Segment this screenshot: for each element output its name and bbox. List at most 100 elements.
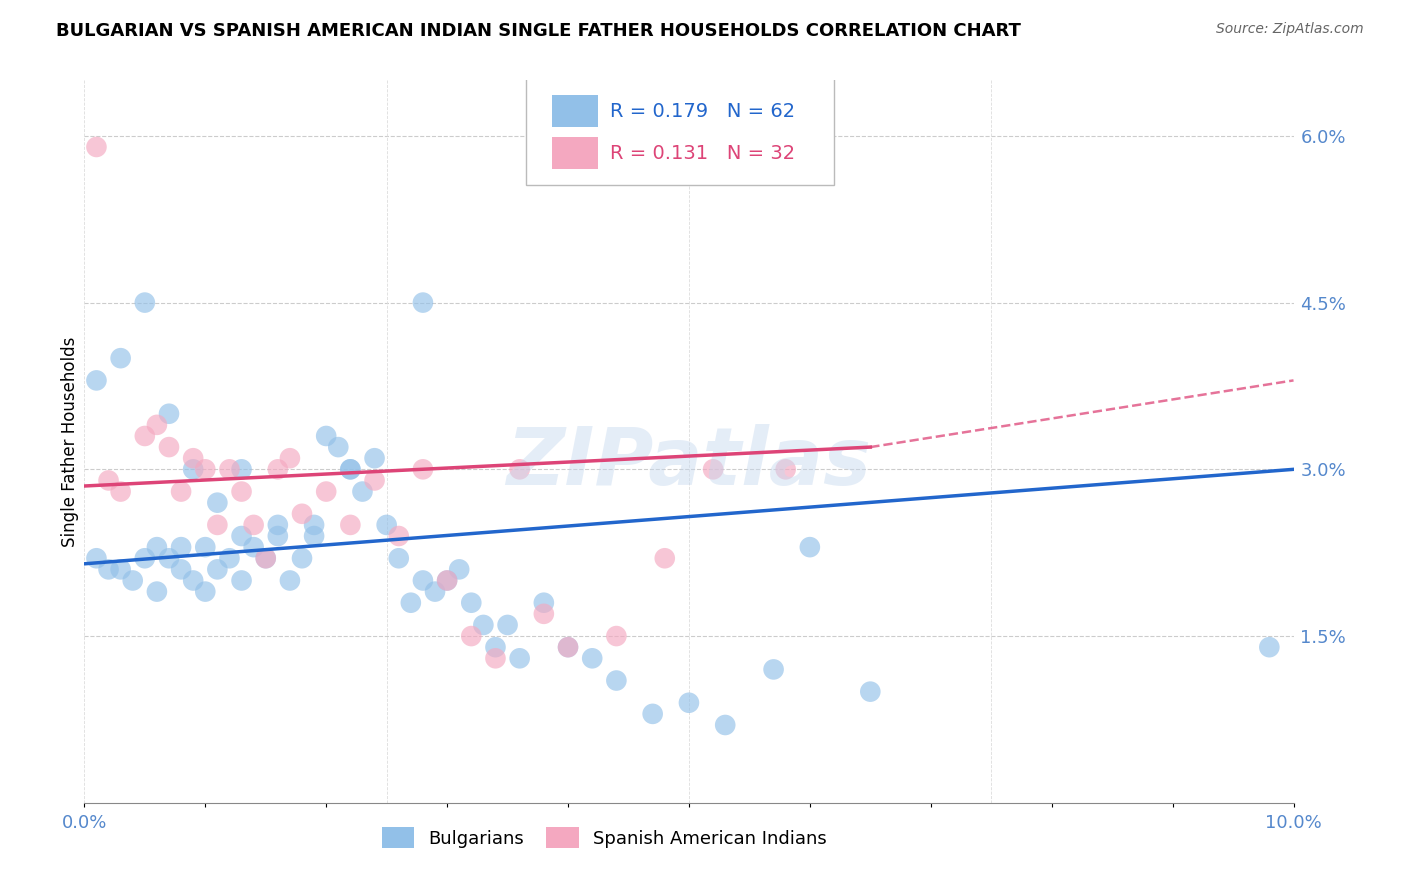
Point	[496, 618, 519, 632]
Point	[509, 462, 531, 476]
FancyBboxPatch shape	[526, 78, 834, 185]
Point	[194, 462, 217, 476]
Bar	[553, 137, 599, 169]
Point	[605, 673, 627, 688]
Point	[762, 662, 785, 676]
Point	[170, 540, 193, 554]
Point	[388, 529, 411, 543]
Point	[97, 474, 120, 488]
Point	[170, 484, 193, 499]
Point	[581, 651, 603, 665]
Point	[605, 629, 627, 643]
Point	[484, 640, 506, 655]
Point	[423, 584, 446, 599]
Bar	[553, 95, 599, 128]
Point	[291, 551, 314, 566]
Point	[207, 562, 229, 576]
Point	[86, 551, 108, 566]
Point	[170, 562, 193, 576]
Point	[399, 596, 422, 610]
Point	[231, 484, 253, 499]
Point	[134, 429, 156, 443]
Point	[207, 517, 229, 532]
Point	[267, 517, 290, 532]
Point	[267, 462, 290, 476]
Point	[352, 484, 374, 499]
Text: Source: ZipAtlas.com: Source: ZipAtlas.com	[1216, 22, 1364, 37]
Point	[302, 517, 325, 532]
Text: BULGARIAN VS SPANISH AMERICAN INDIAN SINGLE FATHER HOUSEHOLDS CORRELATION CHART: BULGARIAN VS SPANISH AMERICAN INDIAN SIN…	[56, 22, 1021, 40]
Point	[278, 574, 301, 588]
Point	[97, 562, 120, 576]
Point	[181, 462, 204, 476]
Point	[412, 574, 434, 588]
Point	[859, 684, 882, 698]
Point	[181, 574, 204, 588]
Point	[110, 562, 132, 576]
Point	[231, 462, 253, 476]
Point	[157, 407, 180, 421]
Point	[714, 718, 737, 732]
Point	[146, 584, 169, 599]
Point	[254, 551, 277, 566]
Point	[678, 696, 700, 710]
Point	[302, 529, 325, 543]
Legend: Bulgarians, Spanish American Indians: Bulgarians, Spanish American Indians	[374, 820, 834, 855]
Point	[157, 551, 180, 566]
Point	[436, 574, 458, 588]
Point	[181, 451, 204, 466]
Text: R = 0.131   N = 32: R = 0.131 N = 32	[610, 144, 796, 162]
Point	[363, 474, 385, 488]
Text: R = 0.179   N = 62: R = 0.179 N = 62	[610, 102, 796, 120]
Point	[654, 551, 676, 566]
Point	[146, 540, 169, 554]
Point	[110, 351, 132, 366]
Point	[267, 529, 290, 543]
Point	[460, 596, 482, 610]
Point	[315, 484, 337, 499]
Point	[291, 507, 314, 521]
Point	[388, 551, 411, 566]
Point	[775, 462, 797, 476]
Point	[231, 529, 253, 543]
Point	[799, 540, 821, 554]
Point	[533, 596, 555, 610]
Point	[86, 140, 108, 154]
Point	[375, 517, 398, 532]
Point	[702, 462, 724, 476]
Point	[1258, 640, 1281, 655]
Point	[363, 451, 385, 466]
Point	[157, 440, 180, 454]
Y-axis label: Single Father Households: Single Father Households	[62, 336, 80, 547]
Point	[134, 551, 156, 566]
Text: ZIPatlas: ZIPatlas	[506, 425, 872, 502]
Point	[557, 640, 579, 655]
Point	[472, 618, 495, 632]
Point	[460, 629, 482, 643]
Point	[254, 551, 277, 566]
Point	[484, 651, 506, 665]
Point	[231, 574, 253, 588]
Point	[194, 584, 217, 599]
Point	[641, 706, 664, 721]
Point	[339, 462, 361, 476]
Point	[218, 462, 240, 476]
Point	[218, 551, 240, 566]
Point	[86, 373, 108, 387]
Point	[436, 574, 458, 588]
Point	[533, 607, 555, 621]
Point	[339, 517, 361, 532]
Point	[242, 540, 264, 554]
Point	[412, 295, 434, 310]
Point	[315, 429, 337, 443]
Point	[146, 417, 169, 432]
Point	[121, 574, 143, 588]
Point	[449, 562, 471, 576]
Point	[557, 640, 579, 655]
Point	[412, 462, 434, 476]
Point	[207, 496, 229, 510]
Point	[339, 462, 361, 476]
Point	[278, 451, 301, 466]
Point	[134, 295, 156, 310]
Point	[509, 651, 531, 665]
